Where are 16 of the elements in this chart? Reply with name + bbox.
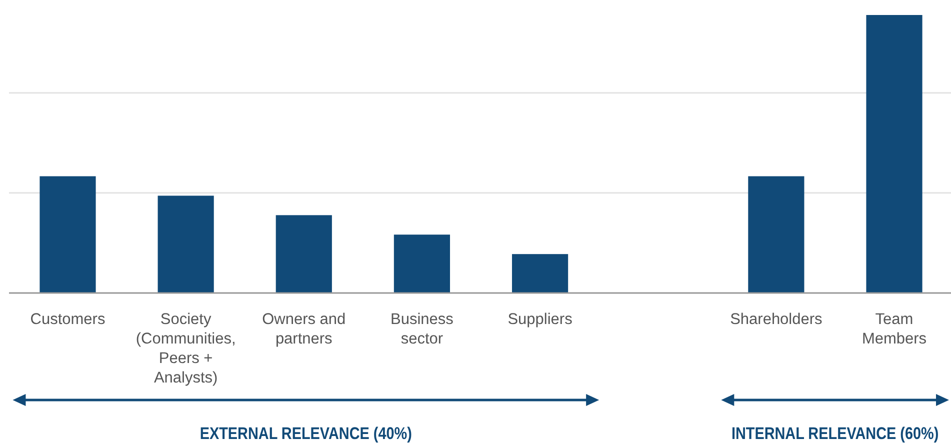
bar — [40, 176, 96, 293]
x-tick-label: Suppliers — [508, 311, 573, 328]
bar — [748, 176, 804, 293]
bar — [866, 15, 922, 293]
bar — [158, 196, 214, 293]
x-tick-label: Customers — [30, 311, 106, 328]
x-tick-label: Team Members — [862, 311, 927, 348]
x-tick-label: Society (Communities, Peers + Analysts) — [136, 311, 236, 386]
bar — [512, 254, 568, 293]
x-tick-label: Shareholders — [730, 311, 823, 328]
bar — [394, 234, 450, 293]
text: EXTERNAL RELEVANCE (40%) — [200, 424, 412, 443]
x-tick-label: Business sector — [390, 311, 454, 348]
text: INTERNAL RELEVANCE (60%) — [731, 424, 939, 443]
bar — [276, 215, 332, 293]
x-tick-label: Owners and partners — [262, 311, 346, 348]
